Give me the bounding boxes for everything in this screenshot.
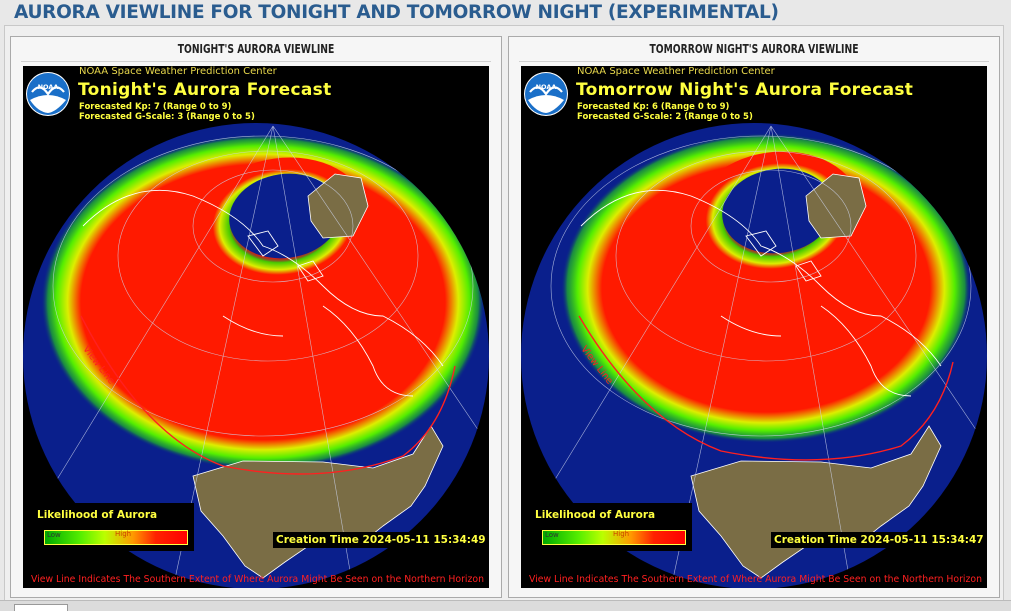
legend-high-label: High <box>613 530 630 538</box>
legend: Likelihood of Aurora Low High <box>32 503 194 551</box>
legend-low-label: Low <box>47 531 61 539</box>
legend-low-label: Low <box>545 531 559 539</box>
view-line <box>578 315 954 461</box>
logo-text: NOAA <box>536 83 557 91</box>
forecast-title: Tonight's Aurora Forecast <box>78 80 332 100</box>
aurora-globe <box>521 123 987 588</box>
org-name: NOAA Space Weather Prediction Center <box>577 66 775 77</box>
panel-tomorrow: TOMORROW NIGHT'S AURORA VIEWLINE <box>508 36 1000 598</box>
forecast-title: Tomorrow Night's Aurora Forecast <box>576 80 914 100</box>
aurora-globe <box>23 123 489 588</box>
view-line <box>80 315 456 475</box>
legend-high-label: High <box>115 530 132 538</box>
bottom-tab[interactable] <box>14 604 68 611</box>
aurora-forecast-image[interactable]: NOAA NOAA Space Weather Prediction Cente… <box>521 66 987 588</box>
panel-header: TOMORROW NIGHT'S AURORA VIEWLINE <box>649 41 859 56</box>
creation-time: Creation Time 2024-05-11 15:34:47 <box>771 532 987 548</box>
gscale-value: Forecasted G-Scale: 2 (Range 0 to 5) <box>577 112 753 122</box>
legend-colorbar: Low High <box>44 530 188 545</box>
panel-tonight: TONIGHT'S AURORA VIEWLINE <box>10 36 502 598</box>
noaa-logo: NOAA <box>26 72 70 116</box>
divider <box>519 61 989 62</box>
kp-value: Forecasted Kp: 6 (Range 0 to 9) <box>577 102 730 112</box>
panel-header: TONIGHT'S AURORA VIEWLINE <box>177 41 335 56</box>
page-title: AURORA VIEWLINE FOR TONIGHT AND TOMORROW… <box>14 2 779 23</box>
logo-text: NOAA <box>38 83 59 91</box>
gscale-value: Forecasted G-Scale: 3 (Range 0 to 5) <box>79 112 255 122</box>
creation-time: Creation Time 2024-05-11 15:34:49 <box>273 532 489 548</box>
legend: Likelihood of Aurora Low High <box>530 503 692 551</box>
noaa-logo: NOAA <box>524 72 568 116</box>
divider <box>21 61 491 62</box>
org-name: NOAA Space Weather Prediction Center <box>79 66 277 77</box>
legend-colorbar: Low High <box>542 530 686 545</box>
kp-value: Forecasted Kp: 7 (Range 0 to 9) <box>79 102 232 112</box>
footnote: View Line Indicates The Southern Extent … <box>31 574 484 585</box>
bottom-tab-bar <box>0 600 1011 611</box>
legend-title: Likelihood of Aurora <box>535 509 656 521</box>
legend-title: Likelihood of Aurora <box>37 509 158 521</box>
footnote: View Line Indicates The Southern Extent … <box>529 574 982 585</box>
aurora-forecast-image[interactable]: NOAA NOAA Space Weather Prediction Cente… <box>23 66 489 588</box>
